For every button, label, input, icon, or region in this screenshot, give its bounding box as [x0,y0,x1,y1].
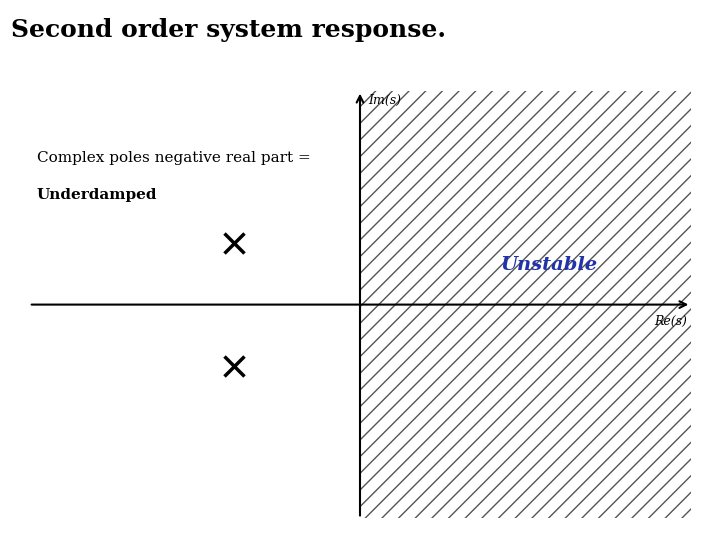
Text: Re(s): Re(s) [654,315,688,328]
Text: Second order system response.: Second order system response. [11,18,446,42]
Bar [360,91,691,518]
Text: Underdamped: Underdamped [37,188,157,202]
Text: Im(s): Im(s) [368,93,401,106]
Text: Complex poles negative real part =: Complex poles negative real part = [37,151,310,165]
Text: Unstable: Unstable [500,256,598,274]
